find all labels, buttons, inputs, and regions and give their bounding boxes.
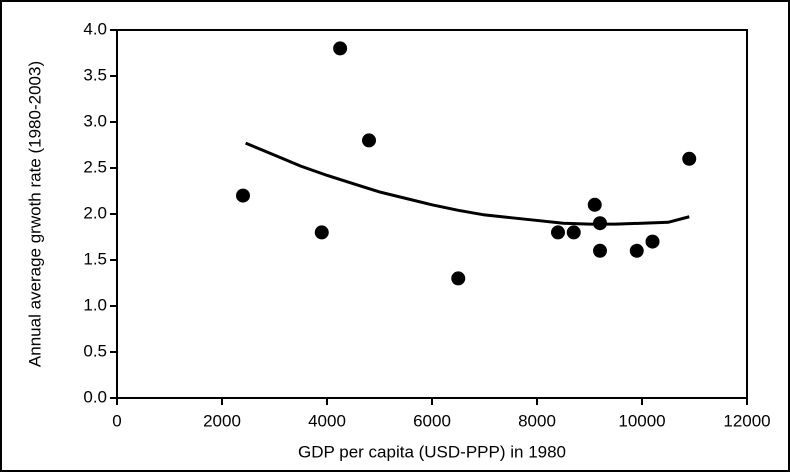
y-tick-label: 1.0 [83,295,107,314]
x-tick-label: 8000 [518,411,556,430]
x-tick-label: 4000 [308,411,346,430]
x-tick-label: 12000 [723,411,770,430]
data-point [362,133,376,148]
data-point [629,243,644,258]
x-tick-label: 2000 [203,411,241,430]
y-tick-label: 2.0 [83,203,107,222]
data-point [451,271,466,286]
data-point [566,225,581,240]
y-tick-label: 3.0 [83,111,107,130]
y-tick-label: 4.0 [83,19,107,38]
y-tick-label: 0.0 [83,387,107,406]
x-tick-label: 10000 [618,411,665,430]
data-point [682,151,697,166]
y-tick-label: 2.5 [83,157,107,176]
data-point [333,41,348,56]
data-point [645,234,660,249]
data-point [314,225,329,240]
trend-line [245,141,690,226]
data-point [236,188,250,203]
y-tick-label: 3.5 [83,65,107,84]
y-axis-label: Annual average grwoth rate (1980-2003) [25,61,44,367]
x-axis-label: GDP per capita (USD-PPP) in 1980 [298,442,566,461]
x-tick-label: 6000 [413,411,451,430]
data-point [593,243,607,258]
x-tick-label: 0 [112,411,121,430]
y-tick-label: 1.5 [83,249,107,268]
data-point [551,225,565,240]
y-tick-label: 0.5 [83,341,107,360]
data-point [587,197,602,212]
